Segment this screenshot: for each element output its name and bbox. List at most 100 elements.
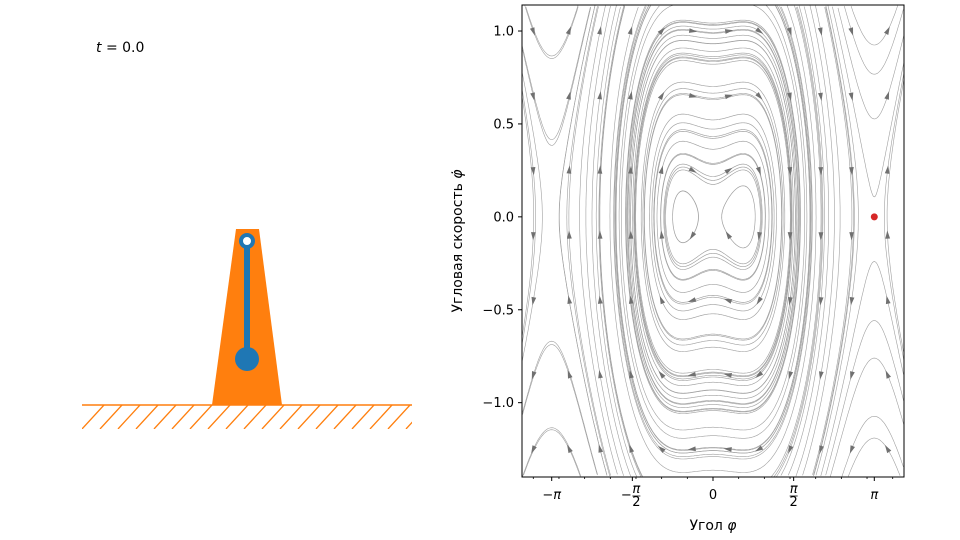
stream-arrow	[725, 231, 733, 240]
streamline	[599, 6, 643, 477]
state-point	[870, 213, 878, 221]
hatch-line	[243, 405, 267, 429]
streamline	[664, 166, 762, 267]
streamline	[566, 6, 611, 477]
stream-arrow	[849, 297, 855, 306]
hatch-line	[99, 405, 123, 429]
stream-arrow	[687, 446, 696, 452]
x-tick-label: π2	[790, 482, 798, 510]
x-axis-label-text: Угол	[689, 518, 727, 534]
stream-arrow	[849, 232, 855, 241]
streamline	[832, 6, 904, 198]
stream-arrow	[723, 298, 733, 304]
x-tick-label: − π2	[621, 482, 641, 510]
stream-arrow	[688, 28, 698, 33]
x-tick-label: 0	[709, 488, 717, 503]
streamline	[522, 73, 543, 362]
streamline	[522, 344, 598, 475]
stream-arrow	[757, 231, 762, 241]
stream-arrow	[755, 27, 764, 34]
ground-hatch	[82, 405, 412, 429]
streamline	[653, 130, 773, 303]
hatch-line	[153, 405, 177, 429]
stream-arrow	[567, 295, 573, 304]
streamline	[618, 5, 808, 439]
streamline	[780, 5, 825, 476]
streamline	[634, 56, 792, 377]
stream-arrow	[687, 297, 697, 302]
streamline	[523, 429, 581, 477]
hatch-line	[171, 405, 195, 429]
stream-arrow	[885, 370, 891, 379]
stream-arrow	[885, 295, 891, 305]
streamline	[812, 6, 854, 476]
stream-arrow	[724, 29, 734, 34]
stream-arrow	[885, 230, 891, 239]
streamline	[613, 5, 813, 460]
hatch-line	[261, 405, 285, 429]
stream-arrow	[817, 27, 823, 36]
streamline	[599, 5, 643, 477]
stream-arrow	[597, 295, 603, 304]
y-tick-label: 0.0	[493, 210, 514, 225]
stream-arrow	[628, 295, 634, 304]
streamline	[815, 5, 859, 476]
x-tick-label-denominator: 2	[632, 495, 640, 510]
hatch-line	[279, 405, 303, 429]
streamline	[721, 185, 756, 249]
stream-arrow	[531, 232, 536, 241]
stream-arrow	[567, 370, 573, 379]
stream-arrow	[688, 166, 697, 173]
stream-arrow	[787, 232, 793, 241]
streamline	[653, 129, 773, 305]
stream-arrow	[850, 371, 855, 380]
stream-arrow	[627, 91, 633, 100]
stream-arrow	[788, 445, 794, 454]
streamline	[522, 6, 591, 141]
streamline	[568, 6, 611, 476]
stream-arrow	[884, 444, 892, 454]
stream-arrow	[566, 91, 571, 100]
streamline	[776, 6, 824, 477]
streamline	[663, 163, 763, 270]
hatch-line	[387, 405, 411, 429]
x-tick-label-denominator: 2	[790, 495, 798, 510]
stream-arrow	[567, 230, 572, 239]
stream-arrow	[627, 26, 633, 35]
stream-arrow	[818, 232, 824, 241]
streamline	[614, 6, 812, 457]
hatch-line	[82, 405, 105, 429]
hatch-line	[207, 405, 231, 429]
stream-arrow	[884, 165, 890, 174]
stream-arrow	[689, 231, 697, 240]
stream-arrow	[818, 92, 823, 101]
time-label: t = 0.0	[96, 40, 144, 56]
streamline	[621, 5, 805, 431]
time-symbol: t	[96, 40, 102, 56]
streamlines	[522, 5, 904, 477]
stream-arrow	[657, 445, 666, 453]
stream-arrows	[529, 26, 892, 454]
hatch-line	[315, 405, 339, 429]
streamline	[656, 140, 770, 293]
y-axis-label-symbol: φ̇	[450, 169, 466, 179]
stream-arrow	[849, 445, 855, 454]
hatch-line	[225, 405, 249, 429]
streamline	[795, 5, 835, 477]
y-tick-label: −0.5	[482, 303, 514, 318]
stream-arrow	[756, 296, 763, 305]
stream-arrow	[849, 167, 854, 176]
streamline	[802, 5, 841, 476]
streamline	[771, 5, 822, 477]
streamline	[812, 7, 853, 475]
streamline	[585, 5, 624, 476]
stream-arrow	[530, 92, 535, 101]
stream-arrow	[724, 167, 733, 175]
hatch-line	[333, 405, 357, 429]
x-tick-label-sign: −	[621, 488, 632, 503]
time-value: = 0.0	[102, 40, 145, 56]
pendulum-panel: t = 0.0	[82, 40, 412, 429]
hatch-line	[351, 405, 375, 429]
streamline	[813, 5, 855, 476]
